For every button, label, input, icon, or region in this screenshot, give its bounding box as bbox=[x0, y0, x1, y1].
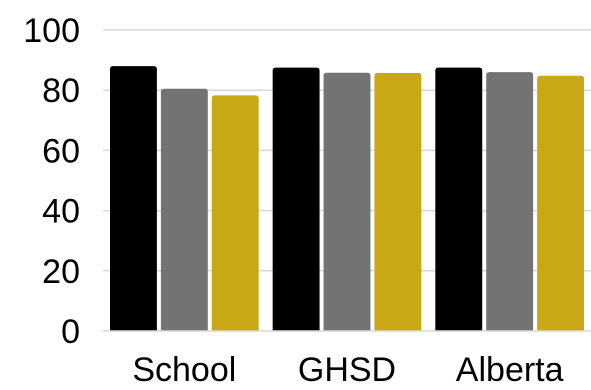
y-tick-label: 20 bbox=[42, 253, 80, 291]
bar-alberta-3 bbox=[537, 75, 584, 331]
bar-alberta-2 bbox=[486, 72, 534, 331]
y-axis: 0 20 40 60 80 100 bbox=[23, 12, 80, 351]
y-tick-label: 100 bbox=[23, 12, 80, 50]
y-tick-label: 80 bbox=[42, 72, 80, 110]
bar-ghsd-1 bbox=[272, 67, 320, 331]
y-tick-label: 40 bbox=[42, 193, 80, 231]
x-category-label: School bbox=[132, 351, 236, 389]
bar-ghsd-2 bbox=[323, 72, 371, 331]
bars bbox=[110, 66, 584, 332]
bar-ghsd-3 bbox=[374, 73, 422, 331]
bar-school-2 bbox=[160, 88, 208, 331]
x-category-label: GHSD bbox=[298, 351, 396, 389]
bar-school-3 bbox=[211, 95, 259, 331]
x-axis: School GHSD Alberta bbox=[132, 351, 563, 389]
y-tick-label: 60 bbox=[42, 132, 80, 170]
y-tick-label: 0 bbox=[61, 313, 80, 351]
bar-alberta-1 bbox=[435, 67, 483, 331]
bar-school-1 bbox=[110, 66, 157, 332]
x-category-label: Alberta bbox=[456, 351, 564, 389]
